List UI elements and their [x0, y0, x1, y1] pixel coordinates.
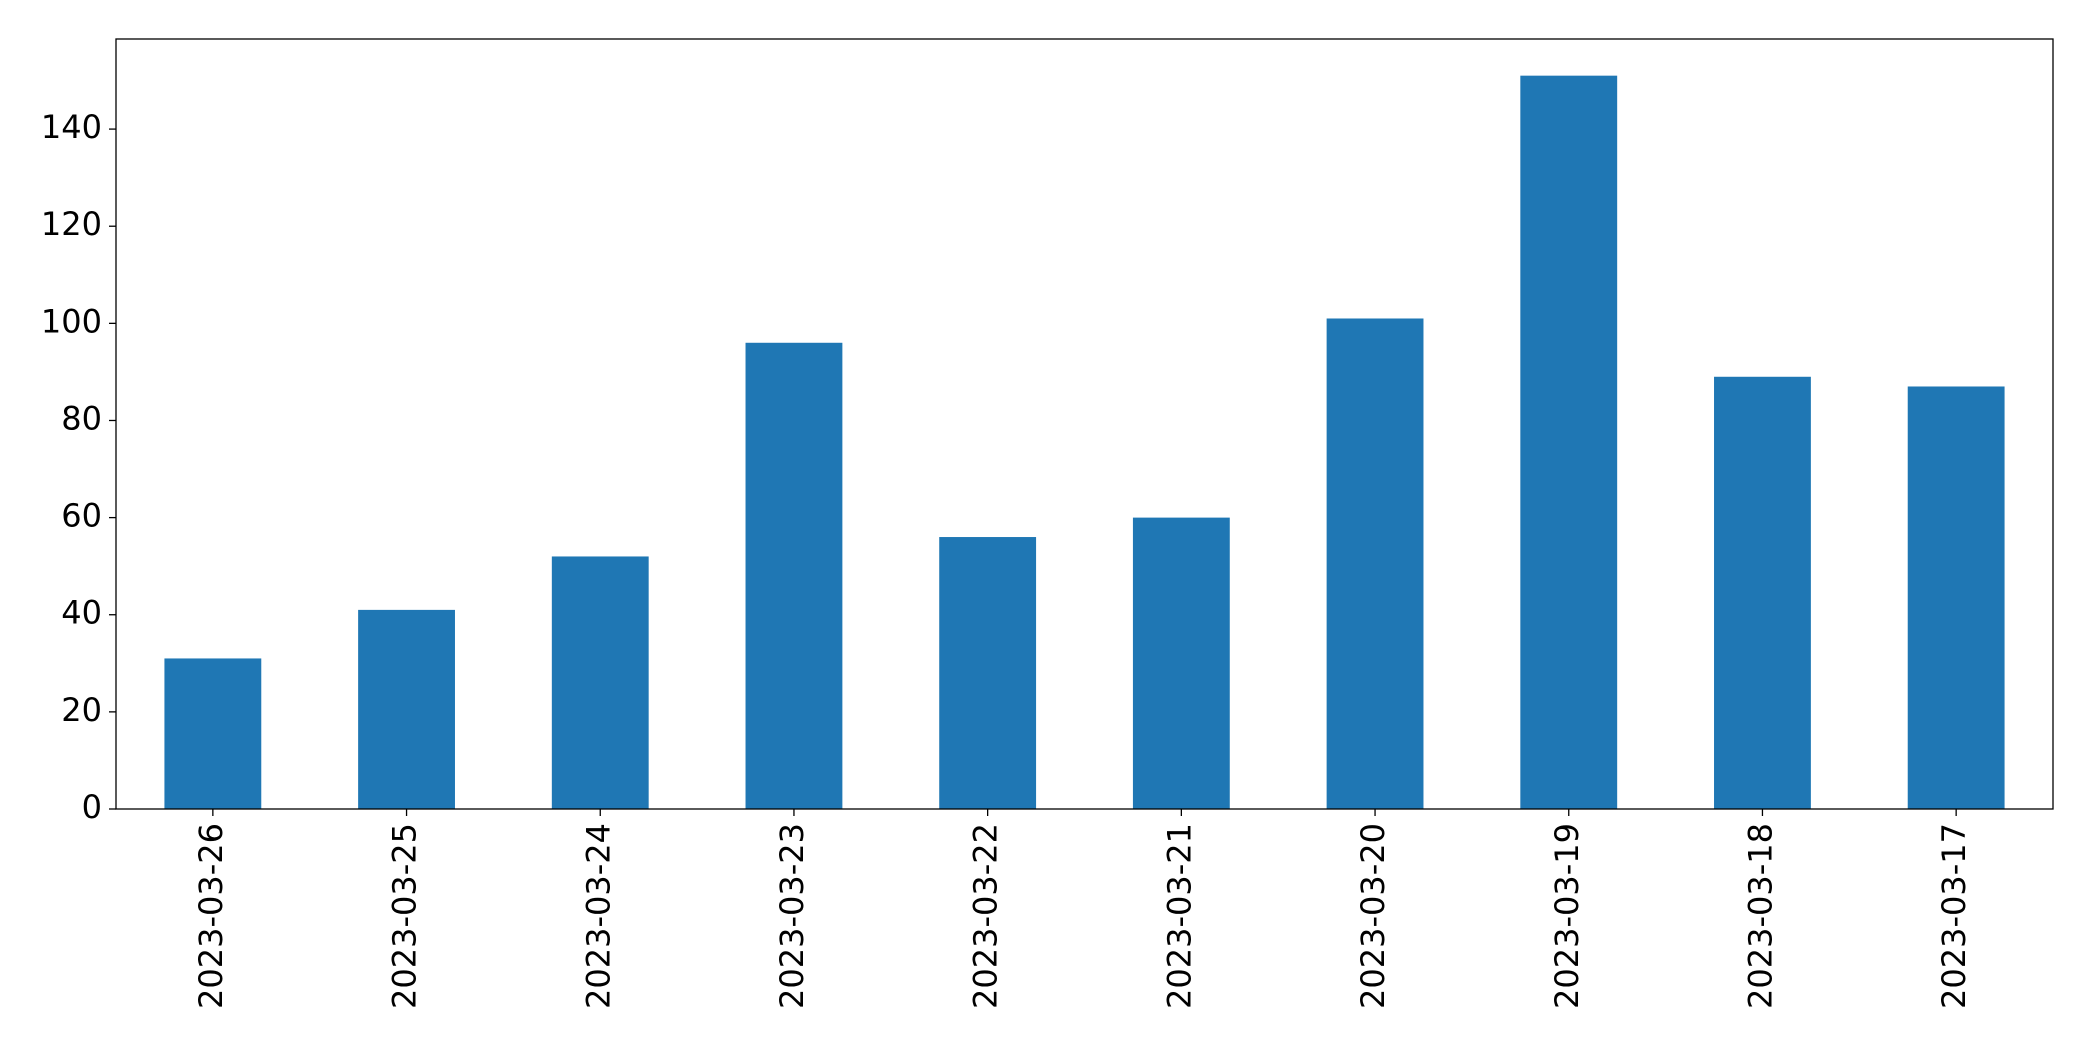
- bar: [1714, 376, 1811, 809]
- y-tick-label: 100: [41, 302, 102, 340]
- bar: [1907, 386, 2005, 809]
- plot-frame: [115, 38, 2054, 810]
- y-tick-label: 120: [41, 205, 102, 243]
- x-tick-label: 2023-03-24: [579, 823, 617, 1009]
- bar: [1132, 517, 1230, 809]
- bar: [164, 658, 262, 809]
- x-tick-label: 2023-03-23: [773, 823, 811, 1009]
- x-tick-label: 2023-03-19: [1548, 823, 1586, 1009]
- y-tick-label: 20: [61, 691, 102, 729]
- y-tick-label: 60: [61, 497, 102, 535]
- x-tick-label: 2023-03-17: [1935, 823, 1973, 1009]
- x-tick-label: 2023-03-20: [1354, 823, 1392, 1009]
- bar: [1520, 75, 1618, 809]
- y-tick-label: 40: [61, 594, 102, 632]
- x-tick-label: 2023-03-25: [386, 823, 424, 1009]
- x-tick-label: 2023-03-21: [1160, 823, 1198, 1009]
- bar: [1326, 318, 1424, 809]
- bar: [551, 556, 649, 809]
- x-tick-label: 2023-03-26: [192, 823, 230, 1009]
- bar: [939, 537, 1037, 809]
- y-tick-label: 0: [82, 788, 102, 826]
- y-tick-label: 80: [61, 399, 102, 437]
- bar: [358, 609, 455, 809]
- bar: [745, 342, 843, 809]
- x-tick-label: 2023-03-18: [1741, 823, 1779, 1009]
- x-tick-label: 2023-03-22: [967, 823, 1005, 1009]
- y-tick-label: 140: [41, 108, 102, 146]
